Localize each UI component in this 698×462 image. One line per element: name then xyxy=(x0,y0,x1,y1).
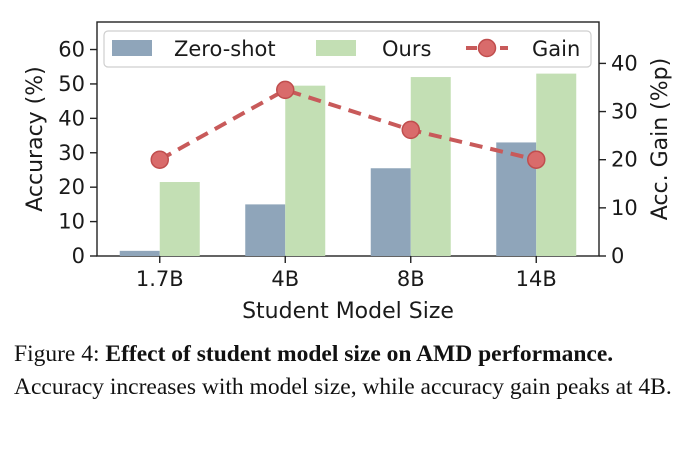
x-tick-label-8b: 8B xyxy=(397,267,425,291)
gain-point-8b xyxy=(401,120,420,140)
y-tick-label-60: 60 xyxy=(58,38,85,62)
bars-layer xyxy=(119,73,577,256)
legend-label-zero-shot: Zero-shot xyxy=(174,37,276,61)
x-axis-title: Student Model Size xyxy=(242,299,454,324)
x-tick-label-14b: 14B xyxy=(516,267,557,291)
legend: Zero-shot Ours Gain xyxy=(103,30,592,68)
x-tick-label-4b: 4B xyxy=(271,267,299,291)
legend-label-ours: Ours xyxy=(382,37,431,61)
gain-line-layer xyxy=(150,80,546,169)
gain-point-4b xyxy=(276,80,295,100)
x-axis: 1.7B 4B 8B 14B xyxy=(136,256,557,291)
legend-swatch-ours xyxy=(316,40,356,56)
gain-line-path xyxy=(158,87,537,162)
gain-point-1-7b xyxy=(150,150,169,169)
right-axis: 0 10 20 30 40 xyxy=(599,51,638,268)
gain-point-14b xyxy=(527,150,546,169)
legend-label-gain: Gain xyxy=(532,37,580,61)
y2-tick-label-0: 0 xyxy=(611,244,624,268)
bar-zero-shot-1-7b xyxy=(119,250,160,256)
left-axis: 0 10 20 30 40 50 60 xyxy=(58,38,97,268)
y-tick-label-40: 40 xyxy=(58,106,85,130)
bar-ours-1-7b xyxy=(159,182,200,256)
y-tick-label-50: 50 xyxy=(58,72,85,96)
chart: 0 10 20 30 40 50 60 0 10 20 30 40 1.7B 4B 8B 14B Stud… xyxy=(23,21,673,324)
bar-ours-8b xyxy=(410,77,451,256)
y-tick-label-10: 10 xyxy=(58,210,85,234)
y2-tick-label-40: 40 xyxy=(611,51,638,75)
caption-label: Figure 4: xyxy=(14,341,100,367)
y-tick-label-0: 0 xyxy=(72,244,85,268)
y-tick-label-30: 30 xyxy=(58,141,85,165)
y2-tick-label-10: 10 xyxy=(611,196,638,220)
caption-text: Accuracy increases with model size, whil… xyxy=(14,374,672,400)
x-tick-label-1-7b: 1.7B xyxy=(136,267,184,291)
legend-swatch-zero-shot xyxy=(112,40,152,56)
y-axis-title: Accuracy (%) xyxy=(23,66,48,212)
bar-ours-4b xyxy=(285,85,326,256)
plot-frame xyxy=(96,21,600,257)
y2-tick-label-30: 30 xyxy=(611,100,638,124)
caption-title: Effect of student model size on AMD perf… xyxy=(105,341,614,367)
bar-zero-shot-4b xyxy=(245,204,286,256)
y2-tick-label-20: 20 xyxy=(611,148,638,172)
figure-caption: Figure 4: Effect of student model size o… xyxy=(14,338,686,404)
legend-swatch-gain-marker xyxy=(477,38,497,58)
y-tick-label-20: 20 xyxy=(58,175,85,199)
y2-axis-title: Acc. Gain (%p) xyxy=(648,58,673,220)
bar-zero-shot-8b xyxy=(370,168,411,256)
